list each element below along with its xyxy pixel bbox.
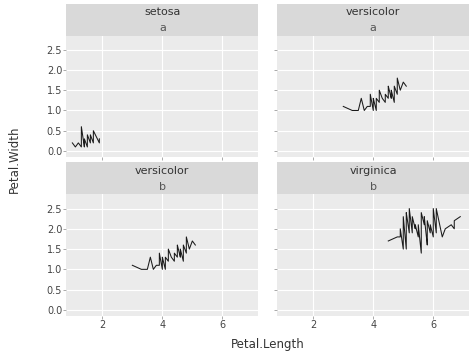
- Text: Petal.Width: Petal.Width: [8, 126, 21, 193]
- Text: setosa: setosa: [144, 7, 181, 17]
- Text: b: b: [370, 182, 377, 192]
- Text: versicolor: versicolor: [346, 7, 401, 17]
- Text: a: a: [159, 23, 166, 33]
- Text: Petal.Length: Petal.Length: [231, 338, 305, 351]
- Text: a: a: [370, 23, 377, 33]
- Text: virginica: virginica: [349, 166, 397, 176]
- Text: versicolor: versicolor: [135, 166, 190, 176]
- Text: b: b: [159, 182, 166, 192]
